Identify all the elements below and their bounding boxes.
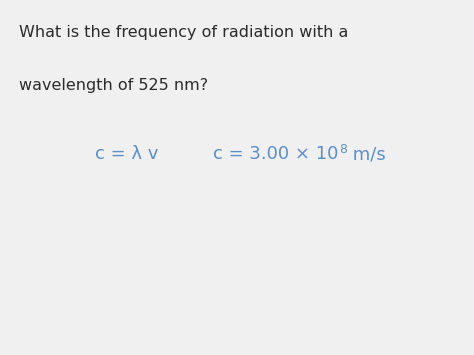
Text: What is the frequency of radiation with a: What is the frequency of radiation with … — [19, 25, 348, 40]
Text: c = 3.00 × 10: c = 3.00 × 10 — [213, 146, 339, 163]
Text: wavelength of 525 nm?: wavelength of 525 nm? — [19, 78, 208, 93]
Text: m/s: m/s — [346, 146, 385, 163]
Text: c = λ v: c = λ v — [95, 146, 158, 163]
Text: 8: 8 — [339, 142, 346, 155]
